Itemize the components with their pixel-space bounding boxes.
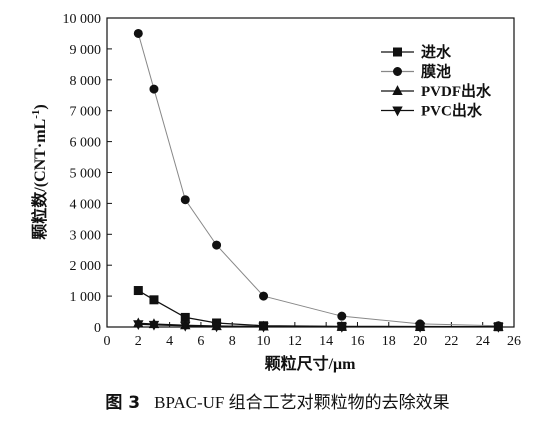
x-tick-label: 8 <box>229 334 236 349</box>
legend-item: PVDF出水 <box>381 82 492 100</box>
y-tick-label: 10 000 <box>63 12 102 27</box>
data-point <box>212 240 222 250</box>
legend-marker <box>392 106 403 117</box>
x-axis-label: 颗粒尺寸/μm <box>265 354 357 373</box>
x-tick-label: 12 <box>288 334 302 349</box>
y-axis-label-end: ) <box>32 104 49 109</box>
y-tick-label: 3 000 <box>70 228 102 243</box>
series-line <box>137 289 499 328</box>
series-line <box>137 33 499 327</box>
series-layer <box>133 28 504 333</box>
legend-item: 进水 <box>381 43 452 61</box>
series-3 <box>133 320 504 333</box>
data-point <box>133 28 143 38</box>
y-tick-label: 1 000 <box>70 290 102 305</box>
x-tick-label: 0 <box>104 334 111 349</box>
data-point <box>414 322 426 333</box>
data-point <box>149 295 159 305</box>
x-tick-label: 4 <box>166 334 173 349</box>
y-tick-label: 6 000 <box>70 136 102 151</box>
data-point <box>493 322 504 333</box>
data-point <box>133 320 144 331</box>
data-point <box>148 320 160 331</box>
x-tick-label: 26 <box>507 334 521 349</box>
y-tick-label: 0 <box>94 321 101 336</box>
data-point <box>259 291 269 301</box>
y-tick-label: 8 000 <box>70 74 102 89</box>
caption-number: 图 3 <box>105 393 141 413</box>
series-line <box>138 323 499 328</box>
data-point <box>211 322 222 333</box>
y-tick-label: 5 000 <box>70 167 102 182</box>
legend-marker <box>392 67 402 77</box>
data-point <box>180 321 191 332</box>
x-tick-label: 16 <box>350 334 364 349</box>
caption-text: BPAC-UF 组合工艺对颗粒物的去除效果 <box>154 393 450 412</box>
legend-item: PVC出水 <box>381 102 483 120</box>
y-tick-label: 2 000 <box>70 259 102 274</box>
legend-label: 膜池 <box>421 63 451 81</box>
data-point <box>133 286 143 296</box>
x-tick-label: 22 <box>444 334 458 349</box>
legend-label: PVC出水 <box>421 102 483 120</box>
legend-marker <box>392 85 403 95</box>
y-tick-label: 4 000 <box>70 197 102 212</box>
legend-label: PVDF出水 <box>421 82 492 100</box>
x-tick-label: 20 <box>413 334 427 349</box>
y-axis-label: 颗粒数/(CNT·mL-1) <box>30 104 49 239</box>
data-point <box>258 322 269 333</box>
x-tick-label: 18 <box>382 334 396 349</box>
x-tick-label: 2 <box>135 334 142 349</box>
data-point <box>180 195 190 205</box>
x-tick-label: 14 <box>319 334 333 349</box>
figure-caption: 图 3 BPAC-UF 组合工艺对颗粒物的去除效果 <box>0 388 555 413</box>
data-point <box>336 322 348 333</box>
x-tick-label: 10 <box>257 334 271 349</box>
x-tick-label: 24 <box>476 334 490 349</box>
legend-marker <box>392 47 402 57</box>
legend-item: 膜池 <box>381 63 451 81</box>
x-tick-label: 6 <box>197 334 204 349</box>
y-axis-label-sup: -1 <box>30 110 42 119</box>
plot-frame <box>106 17 515 328</box>
y-tick-label: 9 000 <box>70 43 102 58</box>
data-point <box>337 311 347 321</box>
y-tick-label: 7 000 <box>70 105 102 120</box>
y-axis-label-main: 颗粒数/(CNT·mL <box>30 119 49 240</box>
legend-label: 进水 <box>421 43 452 61</box>
data-point <box>149 84 159 94</box>
